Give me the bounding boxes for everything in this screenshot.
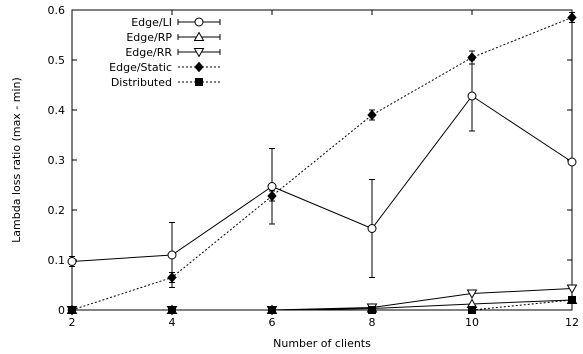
data-point-distributed	[468, 306, 476, 314]
series-line-edge-rr	[72, 288, 573, 311]
legend-item-edge-rr: Edge/RR	[125, 46, 221, 59]
data-point-edge-rr	[466, 289, 478, 300]
legend-marker-edge-static	[194, 61, 204, 73]
legend-label: Edge/RP	[126, 31, 172, 44]
y-tick-label: 0.1	[48, 254, 66, 267]
series-distributed	[68, 296, 576, 314]
series-line-edge-li	[71, 95, 573, 262]
data-point-edge-li	[367, 224, 377, 233]
y-tick-label: 0	[58, 304, 65, 317]
x-axis-label: Number of clients	[273, 337, 371, 350]
data-point-distributed	[68, 306, 76, 314]
y-tick-label: 0.5	[48, 54, 66, 67]
data-point-edge-rr	[566, 284, 578, 295]
series-edge-li	[67, 59, 577, 288]
series-line-distributed	[72, 299, 573, 311]
legend-marker-edge-rr	[193, 48, 205, 58]
data-point-distributed	[168, 306, 176, 314]
x-tick-label: 8	[369, 316, 376, 329]
series-edge-rp	[66, 294, 578, 314]
legend-label: Edge/Static	[109, 61, 172, 74]
data-point-edge-li	[567, 157, 577, 167]
legend-item-edge-rp: Edge/RP	[126, 31, 221, 44]
data-point-edge-static	[467, 52, 477, 63]
data-point-edge-li	[67, 257, 77, 266]
data-point-edge-li	[467, 91, 477, 101]
legend-marker-edge-li	[194, 17, 204, 27]
data-point-edge-static	[567, 12, 577, 23]
y-tick-label: 0.4	[48, 104, 66, 117]
x-tick-label: 12	[565, 316, 579, 329]
y-axis-label: Lambda loss ratio (max - min)	[10, 77, 23, 243]
x-tick-label: 2	[69, 316, 76, 329]
legend-item-edge-static: Edge/Static	[109, 61, 220, 74]
data-point-distributed	[568, 296, 576, 304]
data-point-distributed	[268, 306, 276, 314]
data-point-edge-li	[167, 250, 177, 260]
axis-ticks: 2 4 6 8 10 12 0 0.1 0.2 0.3 0.4 0.5 0.6	[48, 4, 580, 329]
legend-label: Edge/RR	[125, 46, 172, 59]
legend-label: Edge/LI	[131, 16, 172, 29]
x-tick-label: 4	[169, 316, 176, 329]
data-point-edge-static	[267, 190, 277, 202]
legend-marker-edge-rp	[193, 31, 205, 41]
legend-marker-distributed	[195, 78, 203, 86]
x-tick-label: 10	[465, 316, 479, 329]
data-point-edge-static	[367, 109, 377, 121]
y-tick-label: 0.6	[48, 4, 66, 17]
data-point-edge-static	[167, 272, 177, 283]
legend-item-edge-li: Edge/LI	[131, 16, 221, 29]
data-point-edge-li	[267, 182, 277, 191]
series-line-edge-static	[71, 17, 573, 311]
legend-label: Distributed	[111, 76, 172, 89]
legend: Edge/LI Edge/RP Edge/RR Edge/Static Distribu…	[109, 16, 221, 89]
data-point-distributed	[368, 306, 376, 314]
y-tick-label: 0.2	[48, 204, 66, 217]
series-layer	[66, 12, 578, 316]
y-tick-label: 0.3	[48, 154, 66, 167]
legend-item-distributed: Distributed	[111, 76, 220, 89]
x-tick-label: 6	[269, 316, 276, 329]
